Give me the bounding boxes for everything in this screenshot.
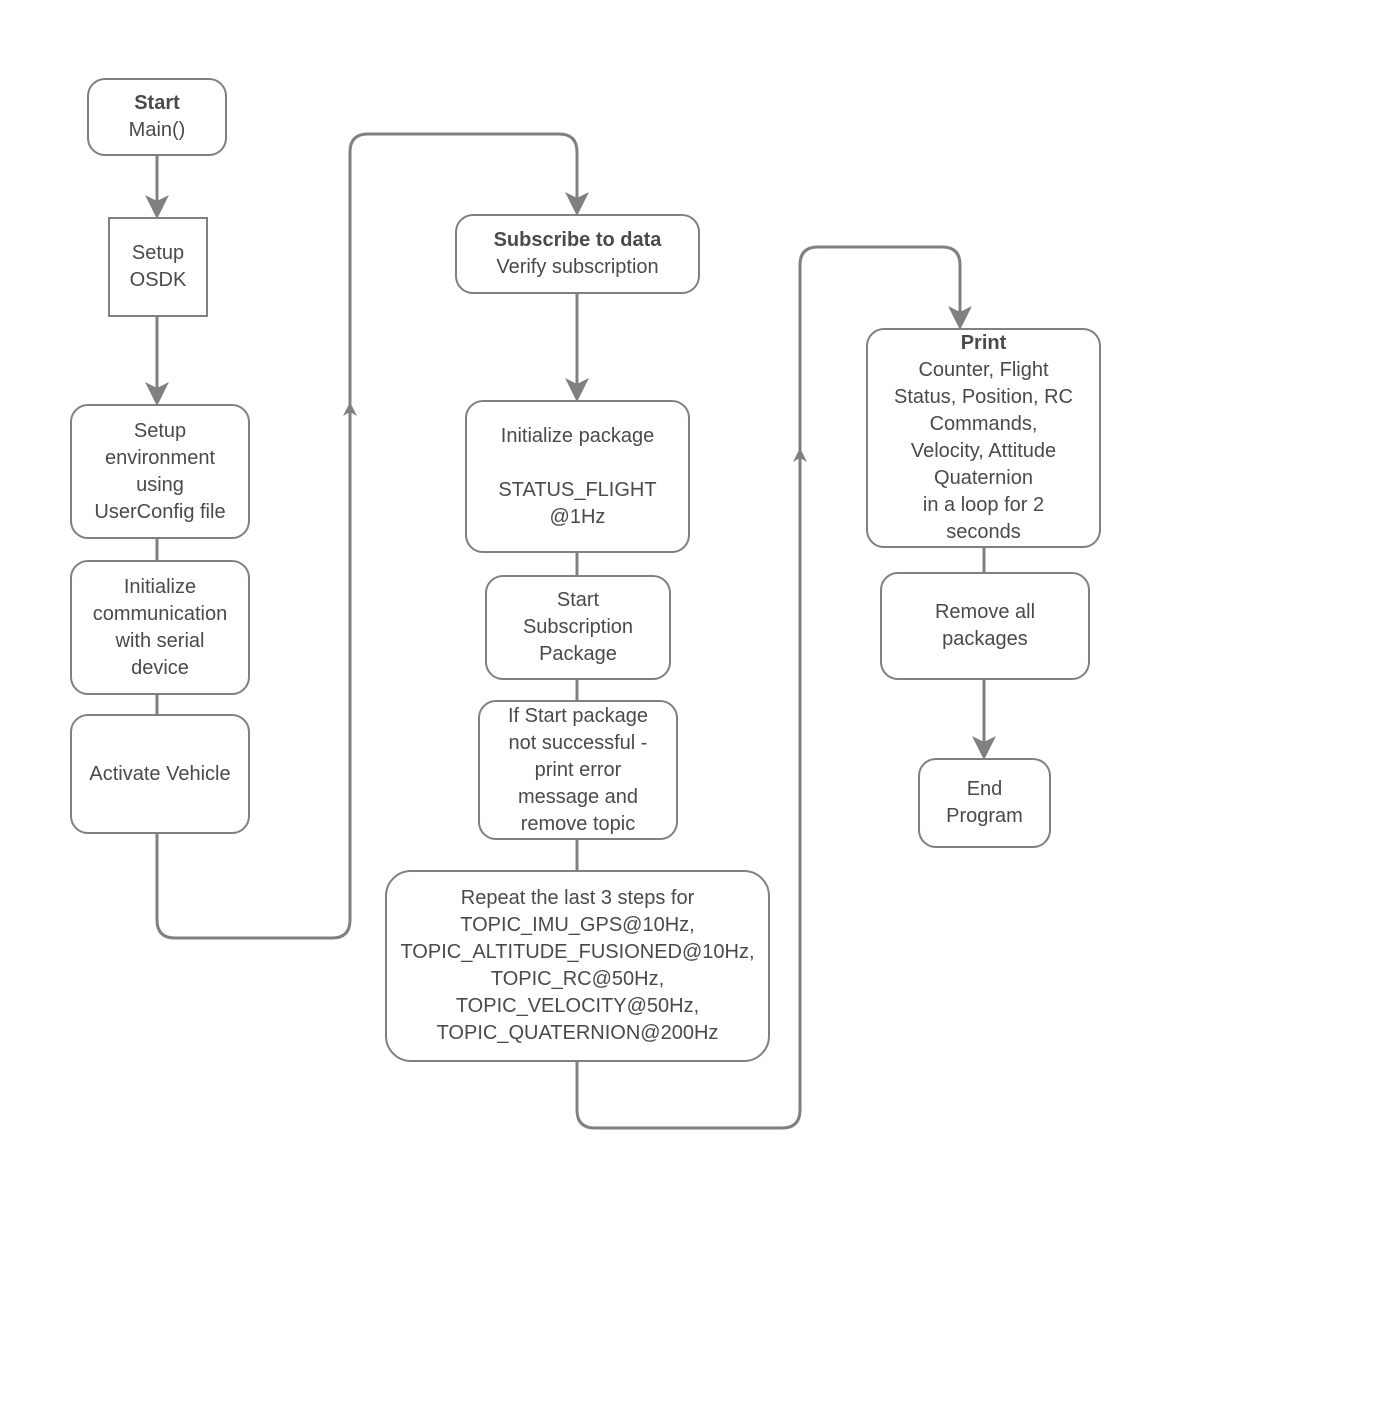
node-start-subtitle: Main() — [129, 117, 186, 144]
node-start-title: Start — [134, 90, 180, 117]
node-init-pkg-text: Initialize packageSTATUS_FLIGHT@1Hz — [498, 423, 656, 531]
node-repeat: Repeat the last 3 steps forTOPIC_IMU_GPS… — [385, 870, 770, 1062]
node-subscribe: Subscribe to data Verify subscription — [455, 214, 700, 294]
node-setup-env: SetupenvironmentusingUserConfig file — [70, 404, 250, 539]
node-remove: Remove allpackages — [880, 572, 1090, 680]
node-setup-osdk: SetupOSDK — [108, 217, 208, 317]
node-repeat-text: Repeat the last 3 steps forTOPIC_IMU_GPS… — [400, 885, 754, 1047]
node-subscribe-subtitle: Verify subscription — [496, 254, 658, 281]
flowchart-edges — [0, 0, 1397, 1421]
node-end-text: EndProgram — [946, 776, 1023, 830]
node-activate-text: Activate Vehicle — [89, 761, 230, 788]
node-start: Start Main() — [87, 78, 227, 156]
node-if-fail-text: If Start packagenot successful -print er… — [508, 703, 648, 838]
node-start-sub: StartSubscriptionPackage — [485, 575, 671, 680]
node-setup-osdk-text: SetupOSDK — [130, 240, 187, 294]
node-print-subtitle: Counter, FlightStatus, Position, RCComma… — [894, 357, 1073, 546]
node-print-title: Print — [961, 330, 1007, 357]
node-init-pkg: Initialize packageSTATUS_FLIGHT@1Hz — [465, 400, 690, 553]
node-print: Print Counter, FlightStatus, Position, R… — [866, 328, 1101, 548]
node-init-comm-text: Initializecommunicationwith serialdevice — [93, 574, 228, 682]
node-init-comm: Initializecommunicationwith serialdevice — [70, 560, 250, 695]
node-start-sub-text: StartSubscriptionPackage — [523, 587, 633, 668]
node-setup-env-text: SetupenvironmentusingUserConfig file — [94, 418, 225, 526]
node-end: EndProgram — [918, 758, 1051, 848]
node-if-fail: If Start packagenot successful -print er… — [478, 700, 678, 840]
node-subscribe-title: Subscribe to data — [494, 227, 662, 254]
node-remove-text: Remove allpackages — [935, 599, 1035, 653]
node-activate: Activate Vehicle — [70, 714, 250, 834]
